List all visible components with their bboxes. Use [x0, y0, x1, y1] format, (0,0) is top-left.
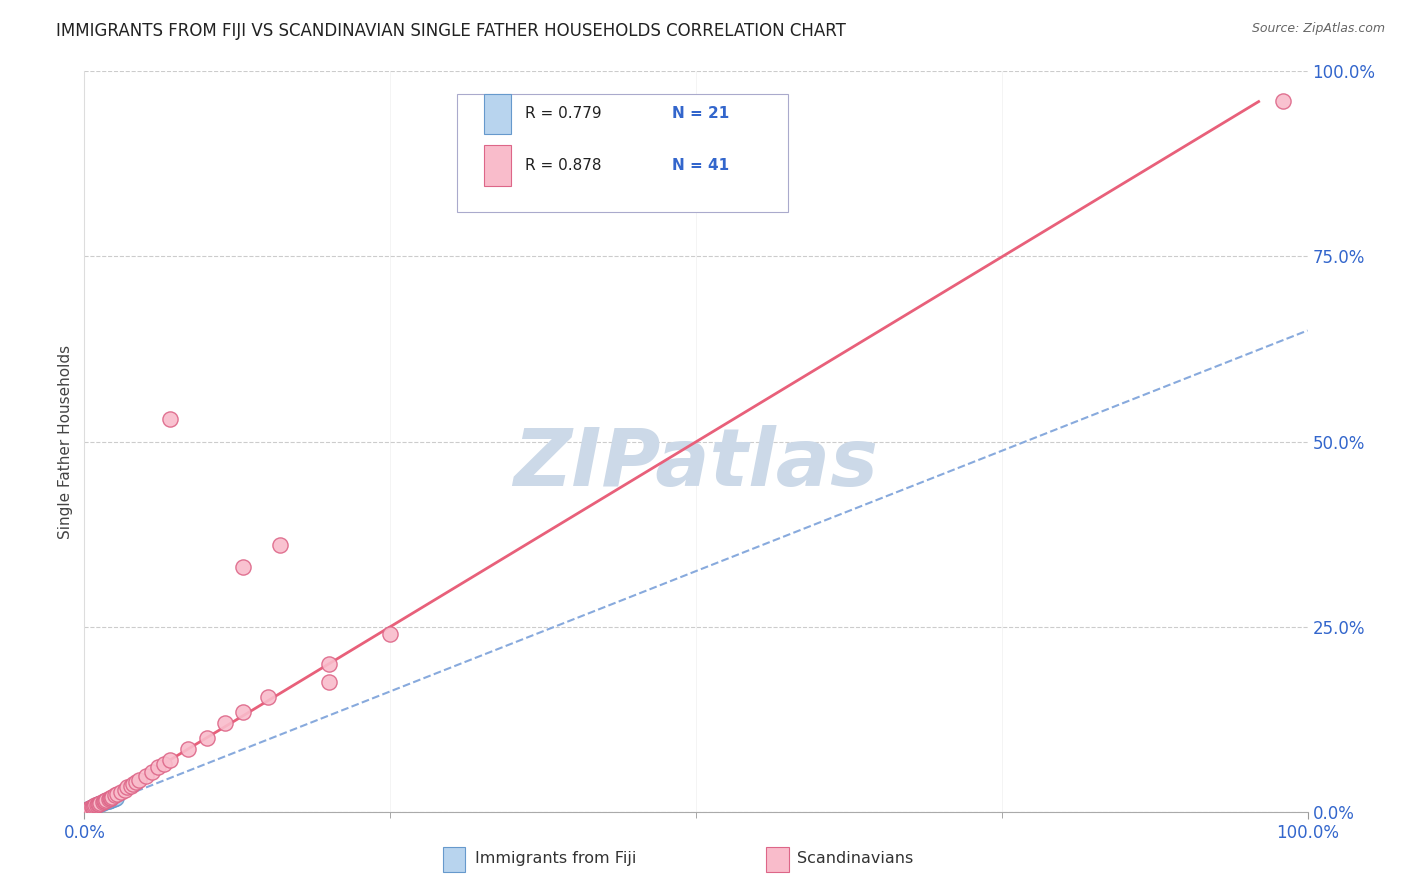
Point: [115, 780, 138, 795]
Point: [87, 797, 110, 812]
Point: [93, 795, 115, 809]
Point: [80, 800, 103, 814]
Point: [122, 776, 145, 790]
Point: [77, 803, 100, 817]
Point: [82, 799, 104, 814]
Point: [97, 794, 120, 808]
Point: [79, 801, 101, 815]
Point: [98, 791, 121, 805]
Point: [100, 793, 122, 807]
Point: [77, 802, 100, 816]
Point: [84, 798, 107, 813]
Point: [80, 800, 103, 814]
Point: [77, 803, 100, 817]
Point: [177, 741, 200, 756]
Point: [96, 793, 118, 807]
Point: [104, 789, 127, 803]
Point: [91, 796, 114, 810]
Point: [159, 753, 181, 767]
Text: Source: ZipAtlas.com: Source: ZipAtlas.com: [1251, 22, 1385, 36]
Point: [232, 560, 254, 574]
Point: [97, 794, 120, 808]
Point: [232, 705, 254, 719]
Point: [89, 797, 111, 811]
Point: [214, 715, 236, 730]
Text: Scandinavians: Scandinavians: [797, 852, 914, 866]
Point: [120, 779, 142, 793]
Point: [318, 675, 340, 690]
Point: [257, 690, 280, 704]
Point: [153, 756, 176, 771]
Point: [87, 797, 110, 811]
Point: [159, 412, 181, 426]
Point: [86, 798, 108, 813]
Point: [128, 772, 150, 787]
Point: [100, 790, 122, 805]
Point: [105, 787, 128, 801]
Point: [83, 798, 105, 813]
Point: [79, 801, 101, 815]
Point: [94, 794, 117, 808]
Point: [97, 792, 120, 806]
Point: [146, 760, 169, 774]
Point: [141, 765, 163, 780]
Point: [90, 796, 112, 810]
Text: N = 41: N = 41: [672, 158, 728, 173]
Point: [89, 796, 111, 810]
Text: Immigrants from Fiji: Immigrants from Fiji: [475, 852, 637, 866]
Text: IMMIGRANTS FROM FIJI VS SCANDINAVIAN SINGLE FATHER HOUSEHOLDS CORRELATION CHART: IMMIGRANTS FROM FIJI VS SCANDINAVIAN SIN…: [56, 22, 846, 40]
Point: [87, 797, 110, 812]
Point: [94, 794, 117, 808]
Point: [269, 538, 291, 552]
Point: [77, 802, 100, 816]
Point: [84, 798, 107, 813]
Point: [105, 791, 128, 805]
Point: [135, 769, 157, 783]
Point: [114, 782, 136, 797]
Text: N = 21: N = 21: [672, 106, 728, 121]
Point: [86, 798, 108, 813]
Point: [195, 731, 218, 745]
Text: R = 0.878: R = 0.878: [524, 158, 602, 173]
Point: [87, 797, 110, 812]
Point: [82, 799, 104, 814]
Point: [96, 794, 118, 808]
Point: [101, 789, 124, 804]
FancyBboxPatch shape: [484, 145, 512, 186]
Text: R = 0.779: R = 0.779: [524, 106, 602, 121]
Y-axis label: Single Father Households: Single Father Households: [58, 344, 73, 539]
Point: [103, 792, 125, 806]
Point: [83, 798, 105, 813]
Point: [91, 795, 114, 809]
Point: [110, 785, 132, 799]
FancyBboxPatch shape: [484, 94, 512, 135]
Point: [318, 657, 340, 671]
Point: [125, 775, 148, 789]
Text: ZIPatlas: ZIPatlas: [513, 425, 879, 503]
FancyBboxPatch shape: [457, 94, 787, 212]
Point: [93, 794, 115, 808]
Point: [1272, 94, 1295, 108]
Point: [380, 627, 402, 641]
